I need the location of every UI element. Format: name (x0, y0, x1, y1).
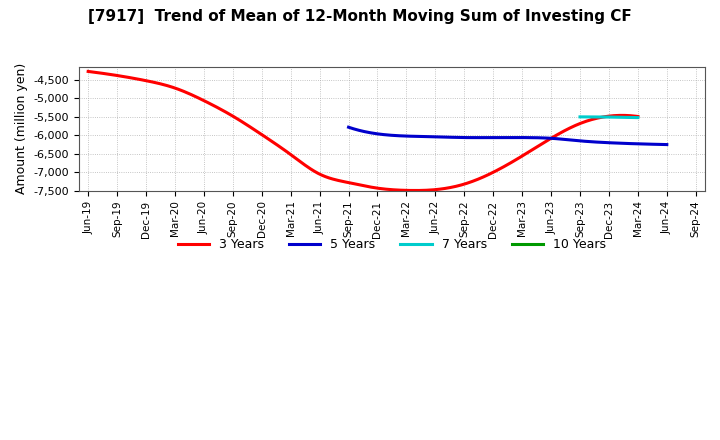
Y-axis label: Amount (million yen): Amount (million yen) (15, 63, 28, 194)
Text: [7917]  Trend of Mean of 12-Month Moving Sum of Investing CF: [7917] Trend of Mean of 12-Month Moving … (88, 9, 632, 24)
Legend: 3 Years, 5 Years, 7 Years, 10 Years: 3 Years, 5 Years, 7 Years, 10 Years (173, 233, 611, 256)
